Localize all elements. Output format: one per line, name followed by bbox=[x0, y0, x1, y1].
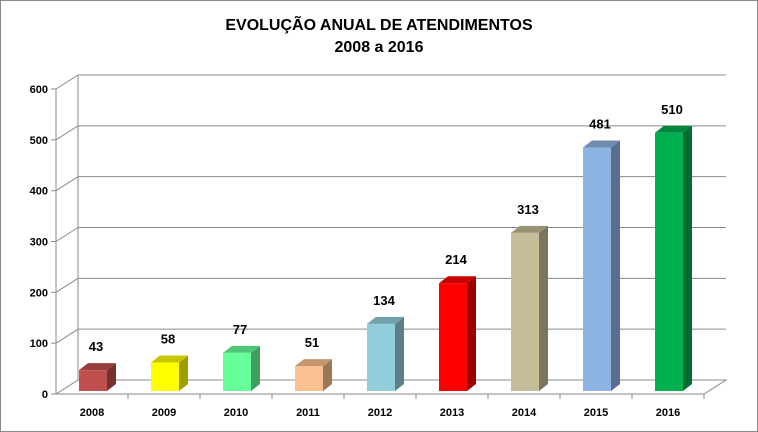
bar-side bbox=[611, 140, 620, 391]
bar bbox=[511, 232, 539, 391]
bar-top bbox=[79, 363, 116, 371]
x-tick-label: 2012 bbox=[368, 407, 392, 419]
bar bbox=[223, 352, 251, 391]
bar bbox=[655, 132, 683, 391]
bar-side bbox=[179, 355, 188, 391]
y-tick-label: 100 bbox=[30, 338, 48, 350]
bar bbox=[79, 370, 107, 391]
y-tick-label: 200 bbox=[30, 287, 48, 299]
bar bbox=[367, 323, 395, 391]
bar-top bbox=[583, 140, 620, 148]
data-label: 51 bbox=[305, 335, 319, 350]
bar-side bbox=[251, 345, 260, 391]
bar-top bbox=[439, 276, 476, 284]
x-tick-label: 2015 bbox=[584, 407, 608, 419]
gridline-diagonal bbox=[55, 125, 79, 141]
bar bbox=[295, 366, 323, 391]
bar bbox=[583, 147, 611, 391]
y-tick-label: 600 bbox=[30, 84, 48, 96]
bar-side bbox=[683, 125, 692, 391]
gridline-diagonal bbox=[55, 277, 79, 293]
gridline-diagonal bbox=[55, 176, 79, 192]
y-tick-label: 500 bbox=[30, 135, 48, 147]
y-tick-label: 300 bbox=[30, 237, 48, 249]
gridline-diagonal bbox=[55, 74, 79, 90]
data-label: 43 bbox=[89, 339, 103, 354]
x-tick-label: 2013 bbox=[440, 407, 464, 419]
bar bbox=[439, 283, 467, 391]
x-tick-label: 2010 bbox=[224, 407, 248, 419]
data-label: 134 bbox=[373, 293, 395, 308]
data-label: 313 bbox=[517, 202, 539, 217]
bar-top bbox=[367, 316, 404, 324]
bar-top bbox=[511, 225, 548, 233]
bar-side bbox=[467, 276, 476, 391]
bar-top bbox=[151, 355, 188, 363]
bar-side bbox=[395, 316, 404, 391]
chart-title-block: EVOLUÇÃO ANUAL DE ATENDIMENTOS 2008 a 20… bbox=[1, 15, 757, 59]
bar-side bbox=[323, 359, 332, 391]
chart-subtitle: 2008 a 2016 bbox=[334, 39, 424, 56]
x-tick-label: 2016 bbox=[656, 407, 680, 419]
bar-side bbox=[539, 225, 548, 391]
data-label: 214 bbox=[445, 252, 467, 267]
bar bbox=[151, 362, 179, 391]
data-label: 77 bbox=[233, 322, 247, 337]
bar-top bbox=[655, 125, 692, 133]
y-tick-label: 400 bbox=[30, 186, 48, 198]
bar-top bbox=[295, 359, 332, 367]
data-label: 481 bbox=[589, 116, 611, 131]
gridline-diagonal bbox=[55, 227, 79, 242]
gridline-diagonal bbox=[55, 328, 79, 344]
data-label: 510 bbox=[661, 102, 683, 117]
bar-side bbox=[107, 363, 116, 391]
bar-top bbox=[223, 345, 260, 353]
x-tick-label: 2009 bbox=[152, 407, 176, 419]
y-tick-label: 0 bbox=[42, 389, 48, 401]
x-tick-label: 2008 bbox=[80, 407, 104, 419]
x-tick-label: 2014 bbox=[512, 407, 537, 419]
chart-title: EVOLUÇÃO ANUAL DE ATENDIMENTOS bbox=[225, 17, 533, 34]
data-label: 58 bbox=[161, 332, 175, 347]
x-tick-label: 2011 bbox=[296, 407, 320, 419]
